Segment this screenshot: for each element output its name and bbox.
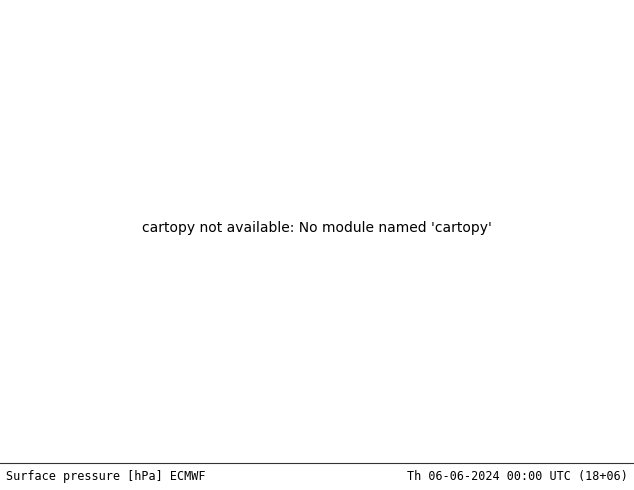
Text: Surface pressure [hPa] ECMWF: Surface pressure [hPa] ECMWF (6, 470, 206, 483)
Text: Th 06-06-2024 00:00 UTC (18+06): Th 06-06-2024 00:00 UTC (18+06) (407, 470, 628, 483)
Text: cartopy not available: No module named 'cartopy': cartopy not available: No module named '… (142, 220, 492, 235)
